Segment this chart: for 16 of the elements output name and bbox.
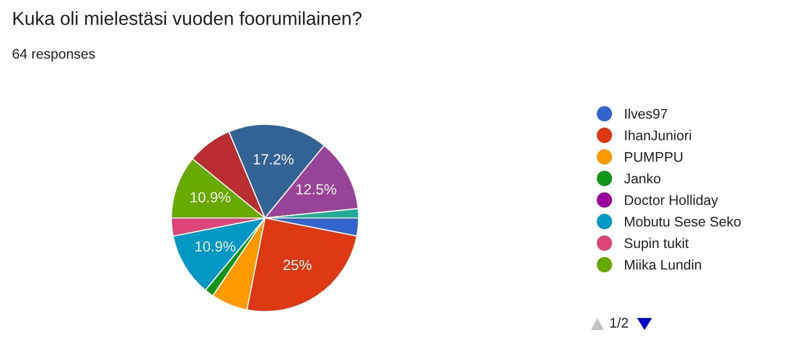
data-label: 10.9% <box>190 192 230 202</box>
data-label: 17.2% <box>254 154 294 164</box>
chart-title: Kuka oli mielestäsi vuoden foorumilainen? <box>14 11 362 26</box>
legend-label: Ilves97 <box>625 108 668 119</box>
text: 64 responses <box>12 48 95 62</box>
data-label: 10.9% <box>196 241 236 252</box>
data-label: 25% <box>283 260 312 270</box>
legend-label: IhanJuniori <box>625 130 691 140</box>
text: 1/2 <box>610 318 628 328</box>
legend-label: Doctor Holliday <box>625 194 718 208</box>
legend-label: Supin tukit <box>624 238 689 251</box>
data-label: 12.5% <box>296 184 336 194</box>
legend-label: Miika Lundin <box>625 259 701 270</box>
legend-label: PUMPPU <box>625 152 682 162</box>
legend-label: Mobutu Sese Seko <box>625 216 741 227</box>
legend-label: Janko <box>624 173 660 184</box>
